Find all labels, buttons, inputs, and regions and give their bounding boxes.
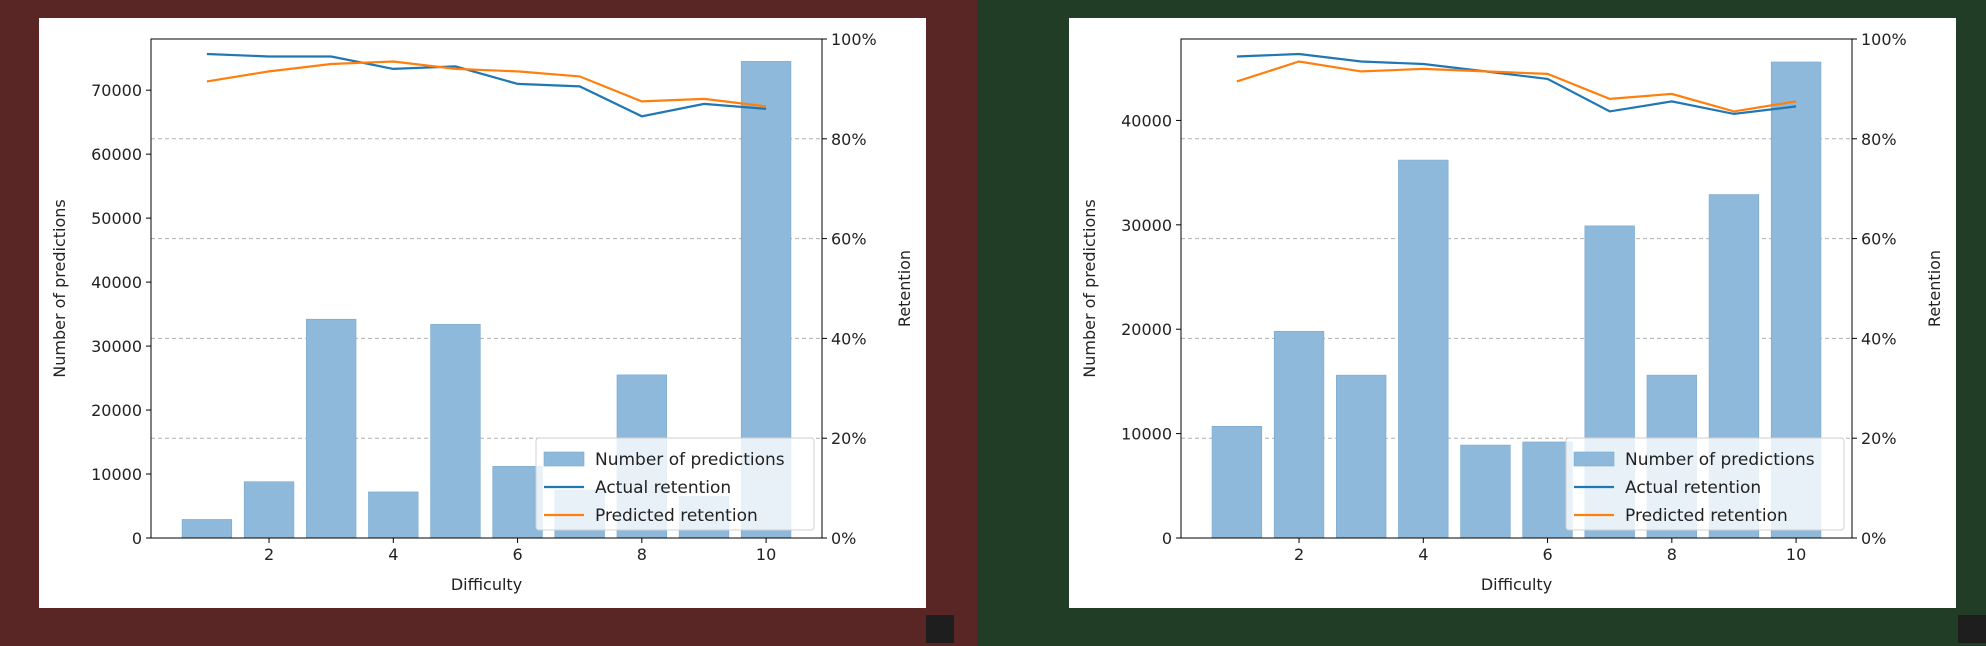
y-left-tick-label: 60000 [91, 145, 142, 164]
y-left-axis-label: Number of predictions [1080, 199, 1099, 377]
y-right-axis-label: Retention [895, 250, 914, 327]
actual-retention-line [206, 52, 767, 118]
actual-retention-line [1236, 52, 1797, 116]
left-chart: 2 4 6 8 10 0 10000 20000 30000 40000 50000 60000 700… [50, 30, 914, 594]
y-right-tick-label: 20% [831, 429, 867, 448]
bar-6 [1522, 441, 1573, 539]
legend-label: Number of predictions [595, 450, 785, 470]
y-left-tick-label: 20000 [91, 401, 142, 420]
bar-5 [1460, 444, 1511, 539]
y-right-tick-label: 80% [1861, 130, 1897, 149]
x-tick-label: 2 [1294, 545, 1304, 564]
bar-2 [243, 481, 295, 539]
y-left-tick-label: 20000 [1121, 320, 1172, 339]
y-right-tick-label: 60% [831, 230, 867, 249]
bar-4 [368, 491, 419, 539]
bar-4 [1398, 159, 1449, 539]
plot-frame [150, 38, 823, 539]
x-tick-label: 4 [388, 545, 398, 564]
y-right-tick-label: 100% [831, 30, 877, 49]
y-left-tick-label: 0 [132, 529, 142, 548]
y-right-tick-label: 100% [1861, 30, 1907, 49]
y-left-axis-label: Number of predictions [50, 199, 69, 377]
y-right-tick-label: 40% [1861, 329, 1897, 348]
x-tick-label: 10 [756, 545, 776, 564]
y-right-axis-label: Retention [1925, 250, 1944, 327]
plot-frame [1180, 38, 1853, 539]
right-chart-card: 2 4 6 8 10 0 10000 20000 30000 40000 0% 20% 40% 60% 80… [1069, 18, 1956, 608]
y-left-tick-label: 30000 [91, 337, 142, 356]
left-panel: 2 4 6 8 10 0 10000 20000 30000 40000 50000 60000 700… [0, 0, 977, 646]
x-tick-label: 8 [1667, 545, 1677, 564]
y-left-tick-label: 40000 [1121, 111, 1172, 130]
legend-label: Predicted retention [1625, 506, 1788, 526]
legend-bar-swatch [1573, 451, 1615, 467]
bar-1 [181, 519, 233, 539]
legend-label: Actual retention [1625, 478, 1761, 498]
y-left-tick-label: 0 [1162, 529, 1172, 548]
y-right-tick-label: 60% [1861, 230, 1897, 249]
y-left-tick-label: 10000 [91, 465, 142, 484]
y-right-tick-label: 20% [1861, 429, 1897, 448]
legend-box [1565, 437, 1845, 531]
y-left-tick-label: 70000 [91, 81, 142, 100]
bar-2 [1273, 331, 1325, 539]
legend-label: Actual retention [595, 478, 731, 498]
legend-bar-swatch [543, 451, 585, 467]
left-corner-square [926, 615, 954, 643]
right-corner-square [1958, 615, 1986, 643]
bar-6 [492, 466, 543, 539]
legend-label: Predicted retention [595, 506, 758, 526]
x-tick-label: 2 [264, 545, 274, 564]
predicted-retention-line [1236, 60, 1797, 113]
y-left-tick-label: 40000 [91, 273, 142, 292]
x-tick-label: 10 [1786, 545, 1806, 564]
x-axis-label: Difficulty [451, 575, 522, 594]
bar-1 [1211, 425, 1263, 539]
legend-box [535, 437, 815, 531]
x-tick-label: 6 [512, 545, 522, 564]
y-right-tick-label: 40% [831, 329, 867, 348]
bar-3 [1336, 374, 1387, 539]
right-chart: 2 4 6 8 10 0 10000 20000 30000 40000 0% 20% 40% 60% 80… [1080, 30, 1944, 594]
x-tick-label: 6 [1542, 545, 1552, 564]
x-tick-label: 4 [1418, 545, 1428, 564]
left-chart-card: 2 4 6 8 10 0 10000 20000 30000 40000 50000 60000 700… [39, 18, 926, 608]
bar-5 [430, 324, 481, 539]
y-left-tick-label: 50000 [91, 209, 142, 228]
right-panel: 2 4 6 8 10 0 10000 20000 30000 40000 0% 20% 40% 60% 80… [977, 0, 1986, 646]
y-left-tick-label: 30000 [1121, 216, 1172, 235]
y-right-tick-label: 0% [1861, 529, 1886, 548]
y-left-tick-label: 10000 [1121, 425, 1172, 444]
y-right-tick-label: 0% [831, 529, 856, 548]
x-tick-label: 8 [637, 545, 647, 564]
predicted-retention-line [206, 60, 767, 108]
y-right-tick-label: 80% [831, 130, 867, 149]
x-axis-label: Difficulty [1481, 575, 1552, 594]
legend-label: Number of predictions [1625, 450, 1815, 470]
bar-3 [306, 318, 357, 539]
